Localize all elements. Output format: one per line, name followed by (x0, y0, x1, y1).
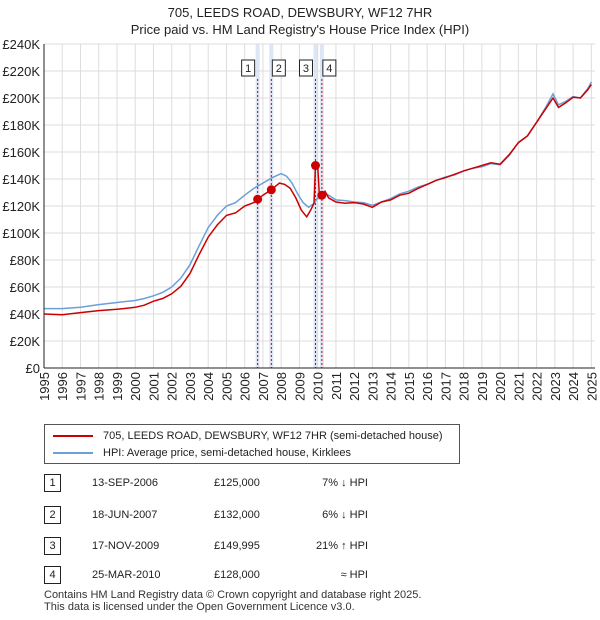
marker-label-box: 1 (241, 59, 256, 77)
transaction-hpi-diff: 21% ↑ HPI (316, 540, 368, 552)
x-tick-label: 2006 (238, 372, 253, 401)
transaction-number: 1 (44, 474, 61, 492)
transaction-price: £149,995 (214, 540, 260, 552)
marker-box (271, 59, 286, 77)
footer-notice: Contains HM Land Registry data © Crown c… (44, 589, 421, 613)
legend-label-hpi: HPI: Average price, semi-detached house,… (103, 447, 352, 459)
x-tick-label: 2021 (511, 372, 526, 401)
footer-copyright: Contains HM Land Registry data © Crown c… (44, 589, 422, 601)
sale-point (317, 190, 327, 200)
marker-label-box: 4 (322, 59, 337, 77)
transaction-date: 13-SEP-2006 (92, 477, 159, 489)
x-tick-label: 2009 (292, 372, 307, 401)
x-tick-label: 2019 (475, 372, 490, 401)
x-tick-label: 2000 (128, 372, 143, 401)
sale-point (310, 161, 320, 171)
table-row: 4 25-MAR-2010 £128,000 ≈ HPI (44, 566, 404, 584)
y-tick-label: £240K (2, 37, 40, 52)
chart-title-line2: Price paid vs. HM Land Registry's House … (130, 22, 470, 37)
x-tick-label: 2016 (420, 372, 435, 401)
transaction-date: 25-MAR-2010 (92, 569, 161, 581)
transaction-number: 2 (44, 506, 61, 524)
x-tick-label: 1995 (37, 372, 52, 401)
x-tick-label: 2014 (384, 372, 399, 401)
x-tick-label: 2007 (256, 372, 271, 401)
x-tick-label: 2015 (402, 372, 417, 401)
x-tick-label: 2017 (438, 372, 453, 401)
x-tick-label: 2018 (457, 372, 472, 401)
legend-swatch-price-paid (53, 435, 93, 437)
y-tick-label: £120K (2, 199, 40, 214)
y-tick-label: £220K (2, 64, 40, 79)
marker-box (298, 59, 313, 77)
transaction-hpi-diff: 6% ↓ HPI (322, 509, 368, 521)
y-tick-label: £140K (2, 172, 40, 187)
x-tick-label: 2001 (146, 372, 161, 401)
x-tick-label: 2008 (274, 372, 289, 401)
x-tick-label: 2004 (201, 372, 216, 401)
transaction-hpi-diff: ≈ HPI (340, 569, 368, 581)
transaction-hpi-diff: 7% ↓ HPI (322, 477, 368, 489)
x-tick-label: 1997 (73, 372, 88, 401)
x-tick-label: 2023 (548, 372, 563, 401)
x-tick-label: 1999 (110, 372, 125, 401)
y-tick-label: £80K (10, 253, 41, 268)
marker-number: 2 (276, 63, 282, 75)
transaction-price: £132,000 (214, 509, 260, 521)
legend-swatch-hpi (53, 452, 93, 454)
marker-label-box: 2 (271, 59, 286, 77)
x-tick-label: 2012 (347, 372, 362, 401)
legend-item-hpi: HPI: Average price, semi-detached house,… (53, 445, 351, 461)
marker-label-box: 3 (298, 59, 313, 77)
x-tick-label: 2020 (493, 372, 508, 401)
y-tick-label: £180K (2, 118, 40, 133)
y-tick-label: £160K (2, 145, 40, 160)
x-tick-label: 2011 (329, 372, 344, 400)
y-tick-label: £200K (2, 91, 40, 106)
chart-legend: 705, LEEDS ROAD, DEWSBURY, WF12 7HR (sem… (44, 424, 460, 464)
marker-box (241, 59, 256, 77)
sale-point (253, 194, 263, 204)
y-tick-label: £20K (10, 334, 41, 349)
footer-license: This data is licensed under the Open Gov… (44, 601, 355, 613)
transaction-price: £125,000 (214, 477, 260, 489)
y-tick-label: £40K (10, 307, 41, 322)
x-tick-label: 2024 (566, 372, 581, 401)
chart-title-line1: 705, LEEDS ROAD, DEWSBURY, WF12 7HR (167, 5, 433, 20)
x-tick-label: 1996 (55, 372, 70, 401)
x-tick-label: 2025 (584, 372, 599, 401)
x-tick-label: 2005 (219, 372, 234, 401)
y-tick-label: £0 (26, 361, 40, 376)
x-tick-label: 2002 (165, 372, 180, 401)
transaction-number: 3 (44, 537, 61, 555)
transaction-date: 17-NOV-2009 (92, 540, 160, 552)
x-tick-label: 2013 (365, 372, 380, 401)
table-row: 1 13-SEP-2006 £125,000 7% ↓ HPI (44, 474, 404, 492)
transaction-price: £128,000 (214, 569, 260, 581)
transaction-number: 4 (44, 566, 61, 584)
x-tick-label: 2022 (530, 372, 545, 401)
price-chart: £0 £20K £40K £60K £80K £100K £120K £140K £160K £1… (2, 37, 599, 401)
table-row: 3 17-NOV-2009 £149,995 21% ↑ HPI (44, 537, 404, 555)
x-tick-label: 1998 (92, 372, 107, 401)
marker-number: 4 (326, 63, 332, 75)
y-tick-label: £100K (2, 226, 40, 241)
y-tick-label: £60K (10, 280, 41, 295)
transaction-date: 18-JUN-2007 (92, 509, 158, 521)
marker-number: 3 (303, 63, 309, 75)
marker-number: 1 (245, 63, 251, 75)
x-tick-label: 2003 (183, 372, 198, 401)
sale-point (266, 185, 276, 195)
legend-item-price-paid: 705, LEEDS ROAD, DEWSBURY, WF12 7HR (sem… (53, 428, 443, 444)
legend-label-price-paid: 705, LEEDS ROAD, DEWSBURY, WF12 7HR (sem… (103, 430, 443, 442)
table-row: 2 18-JUN-2007 £132,000 6% ↓ HPI (44, 506, 404, 524)
x-tick-label: 2010 (311, 372, 326, 401)
chart-title: 705, LEEDS ROAD, DEWSBURY, WF12 7HR Pric… (0, 4, 600, 38)
marker-box (322, 59, 337, 77)
